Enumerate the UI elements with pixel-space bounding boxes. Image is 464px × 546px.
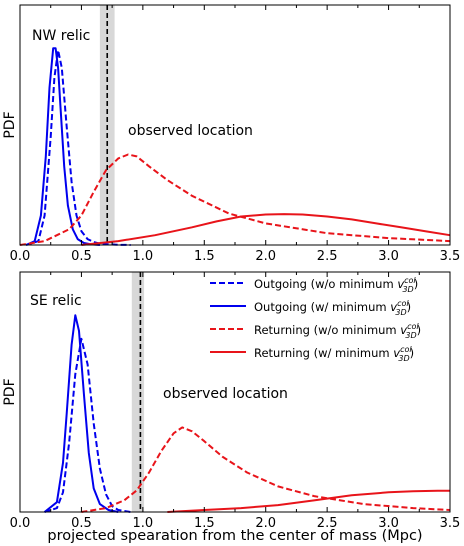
legend-entry-symbol: v	[397, 277, 404, 291]
legend-entry-label: Returning (w/ minimum vcol 3D)	[254, 345, 414, 363]
legend-entry-superscript: col	[404, 276, 416, 285]
legend-entry-subscript: 3D	[405, 331, 416, 340]
x-tick-label: 2.5	[317, 249, 338, 264]
x-tick-label: 2.5	[317, 516, 338, 531]
legend-entry-subscript: 3D	[402, 285, 413, 294]
x-tick-label: 0.5	[71, 516, 92, 531]
series-red-dashed-line	[19, 153, 451, 246]
legend-entry-text: Outgoing (w/ minimum	[254, 300, 390, 314]
x-tick-label: 2.0	[255, 516, 276, 531]
legend-entry-symbol: v	[400, 323, 407, 337]
legend-entry-close: )	[417, 323, 422, 337]
legend-entry-symbol: v	[393, 346, 400, 360]
legend-entry-superscript: col	[397, 299, 409, 308]
legend-entry-close: )	[407, 300, 412, 314]
legend-entry-subscript: 3D	[398, 354, 409, 363]
panel-2: 0.0 0.5 1.0 1.5 2.0 2.5 3.0 3.5 PDF SE relic obser…	[2, 271, 461, 544]
panel-label: NW relic	[32, 28, 90, 44]
panel-label: SE relic	[30, 293, 82, 309]
series-blue-solid-line	[43, 314, 119, 513]
panel-1: 0.0 0.5 1.0 1.5 2.0 2.5 3.0 3.5 PDF NW relic obser…	[2, 4, 461, 264]
series-blue-solid-line	[25, 47, 100, 246]
legend-entry-superscript: col	[400, 345, 412, 354]
x-tick-label: 0.0	[10, 249, 31, 264]
observed-band	[131, 272, 145, 512]
observed-location-label: observed location	[163, 386, 288, 402]
legend-entry-text: Returning (w/o minimum	[254, 323, 400, 337]
legend-entry-label: Outgoing (w/o minimum vcol 3D)	[254, 276, 418, 294]
y-axis-label: PDF	[2, 111, 18, 138]
x-tick-label: 3.0	[378, 249, 399, 264]
legend-entry-label: Outgoing (w/ minimum vcol 3D)	[254, 299, 411, 317]
series-red-solid-line	[167, 489, 450, 513]
series-blue-dashed-line	[44, 337, 131, 513]
y-axis-label: PDF	[2, 378, 18, 405]
legend-entry-label: Returning (w/o minimum vcol 3D)	[254, 322, 421, 340]
x-tick-label: 3.0	[378, 516, 399, 531]
legend-entry-close: )	[414, 277, 419, 291]
x-axis-label: projected spearation from the center of …	[47, 528, 422, 544]
x-tick-label: 3.5	[440, 249, 461, 264]
x-tick-label: 0.0	[10, 516, 31, 531]
observed-location-label: observed location	[128, 123, 253, 139]
legend-entry-superscript: col	[407, 322, 419, 331]
legend-entry-subscript: 3D	[395, 308, 406, 317]
x-tick-label: 1.0	[133, 516, 154, 531]
x-tick-label: 1.5	[194, 516, 215, 531]
legend-entry-text: Returning (w/ minimum	[254, 346, 393, 360]
legend: Outgoing (w/o minimum vcol 3D)Outgoing (w…	[210, 276, 421, 363]
legend-entry-text: Outgoing (w/o minimum	[254, 277, 397, 291]
x-tick-label: 1.0	[133, 249, 154, 264]
legend-entry-close: )	[410, 346, 415, 360]
series-red-solid-line	[81, 213, 451, 246]
x-tick-label: 1.5	[194, 249, 215, 264]
legend-entry-symbol: v	[390, 300, 397, 314]
series-blue-dashed-line	[25, 49, 131, 246]
x-tick-label: 2.0	[255, 249, 276, 264]
x-tick-label: 0.5	[71, 249, 92, 264]
x-tick-label: 3.5	[440, 516, 461, 531]
